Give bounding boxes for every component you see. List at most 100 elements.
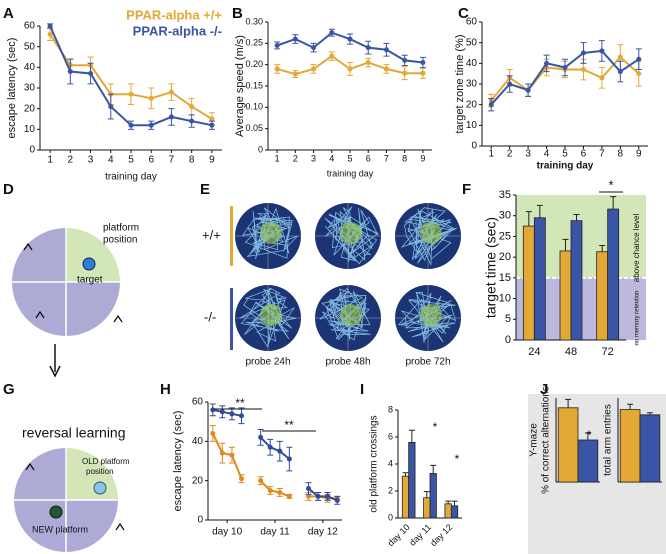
- error-bar: [430, 464, 437, 474]
- y-tick-label: 0.10: [245, 102, 263, 112]
- point: [599, 48, 605, 54]
- new-platform: [49, 505, 63, 519]
- error-bar: [525, 211, 532, 227]
- point: [47, 31, 53, 37]
- x-axis-label: training day: [537, 161, 594, 172]
- error-bar: [584, 432, 591, 440]
- bar: [607, 208, 620, 341]
- y-tick-label: 0: [471, 141, 477, 152]
- old-platform-label: OLD platform: [82, 457, 130, 466]
- new-platform-label: NEW platform: [32, 524, 88, 534]
- y-tick-label: 10: [466, 120, 478, 131]
- point: [219, 450, 225, 456]
- point: [329, 53, 335, 59]
- probe-label: probe 24h: [245, 357, 290, 368]
- y-tick-label: 20: [192, 475, 204, 486]
- bar: [423, 497, 431, 519]
- y-tick-label: 60: [192, 397, 204, 408]
- bar: [522, 225, 535, 341]
- point: [306, 486, 311, 492]
- point: [229, 411, 235, 417]
- y-tick-label: 25: [499, 230, 511, 242]
- point: [210, 430, 216, 436]
- point: [47, 23, 53, 29]
- y-tick-label: 35: [499, 189, 511, 201]
- start-mark: [23, 242, 33, 251]
- point: [580, 50, 586, 56]
- x-tick-label: 72: [602, 346, 614, 358]
- swim-density: [420, 222, 442, 244]
- point: [306, 493, 311, 499]
- point: [210, 407, 216, 413]
- point: [88, 71, 94, 77]
- genotype-bar: [230, 206, 233, 266]
- y-tick-label: 0.25: [245, 38, 263, 48]
- annotation: *: [608, 177, 613, 192]
- point: [274, 66, 280, 72]
- point: [267, 488, 273, 493]
- x-tick-label: 4: [329, 153, 334, 163]
- x-tick-label: 6: [581, 149, 587, 160]
- y-tick-label: 50: [466, 37, 478, 48]
- start-mark: [113, 314, 123, 323]
- x-tick-label: 1: [275, 153, 280, 163]
- annotation: *: [433, 420, 438, 434]
- y-tick-label: 0.20: [245, 59, 263, 69]
- bar: [570, 220, 583, 341]
- x-axis-label: training day: [105, 172, 157, 183]
- y-tick-label: 30: [466, 79, 478, 90]
- y-axis-label: old platform crossings: [369, 415, 380, 512]
- panel-letter: H: [160, 381, 171, 398]
- target-label: target: [77, 275, 103, 286]
- point: [258, 434, 264, 440]
- error-bar: [565, 398, 572, 408]
- error-bar: [445, 500, 452, 504]
- x-tick-label: 5: [562, 149, 568, 160]
- annotation: above chance level: [632, 214, 641, 283]
- point: [209, 116, 215, 122]
- error-bar: [627, 403, 634, 410]
- start-mark: [115, 522, 125, 531]
- genotype-label: -/-: [204, 309, 216, 324]
- bar: [408, 441, 416, 519]
- y-axis-label: Y-maze: [529, 423, 540, 457]
- point: [229, 452, 235, 458]
- x-tick-label: day 10: [212, 527, 242, 538]
- annotation: **: [235, 396, 245, 410]
- swim-density: [420, 304, 442, 326]
- x-tick-label: day 12: [308, 527, 338, 538]
- x-tick-label: 9: [209, 155, 215, 166]
- point: [488, 102, 494, 108]
- y-tick-label: 15: [499, 272, 511, 284]
- platform: [82, 257, 96, 271]
- bar: [444, 503, 452, 519]
- y-axis-label: escape latency (sec): [172, 411, 184, 512]
- x-tick-label: 2: [293, 153, 298, 163]
- point: [168, 114, 174, 120]
- point: [258, 478, 264, 484]
- y-tick-label: 40: [466, 58, 478, 69]
- panel-letter: B: [232, 5, 243, 22]
- probe-label: probe 48h: [325, 357, 370, 368]
- panel-letter: C: [458, 5, 469, 22]
- bar: [429, 473, 437, 519]
- point: [219, 409, 225, 415]
- x-tick-label: 9: [636, 149, 642, 160]
- y-tick-label: 10: [24, 124, 36, 135]
- x-tick-label: 3: [88, 155, 94, 166]
- annotation: no memory retention: [635, 290, 641, 345]
- error-bar: [402, 472, 409, 477]
- x-tick-label: 7: [599, 149, 605, 160]
- y-tick-label: 60: [466, 17, 478, 28]
- y-tick-label: 20: [24, 103, 36, 114]
- swim-trace: [397, 291, 457, 343]
- point: [267, 444, 273, 450]
- point: [334, 497, 340, 503]
- point: [544, 60, 550, 66]
- point: [277, 448, 283, 454]
- point: [325, 493, 331, 499]
- error-bar: [562, 238, 569, 251]
- bar: [577, 439, 599, 483]
- x-tick-label: 48: [565, 346, 577, 358]
